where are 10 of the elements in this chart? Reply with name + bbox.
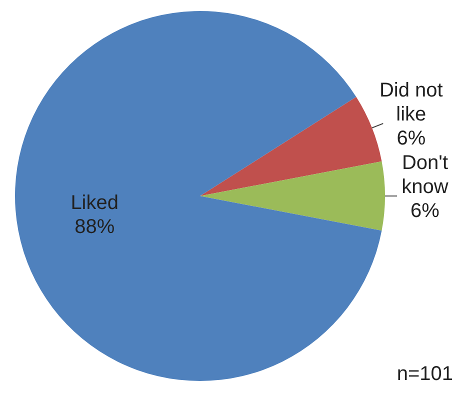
text: n=101	[396, 363, 453, 386]
pie-slice	[15, 11, 382, 381]
slice-label: Liked	[70, 192, 119, 214]
data-label: 6%	[396, 128, 426, 150]
pie-slice	[200, 161, 385, 231]
slice-label: Don't know	[402, 152, 449, 198]
pie-slice	[200, 96, 382, 196]
slice-label: Did not like	[379, 80, 444, 126]
data-label: 6%	[410, 200, 440, 222]
data-label: 88%	[74, 216, 115, 238]
